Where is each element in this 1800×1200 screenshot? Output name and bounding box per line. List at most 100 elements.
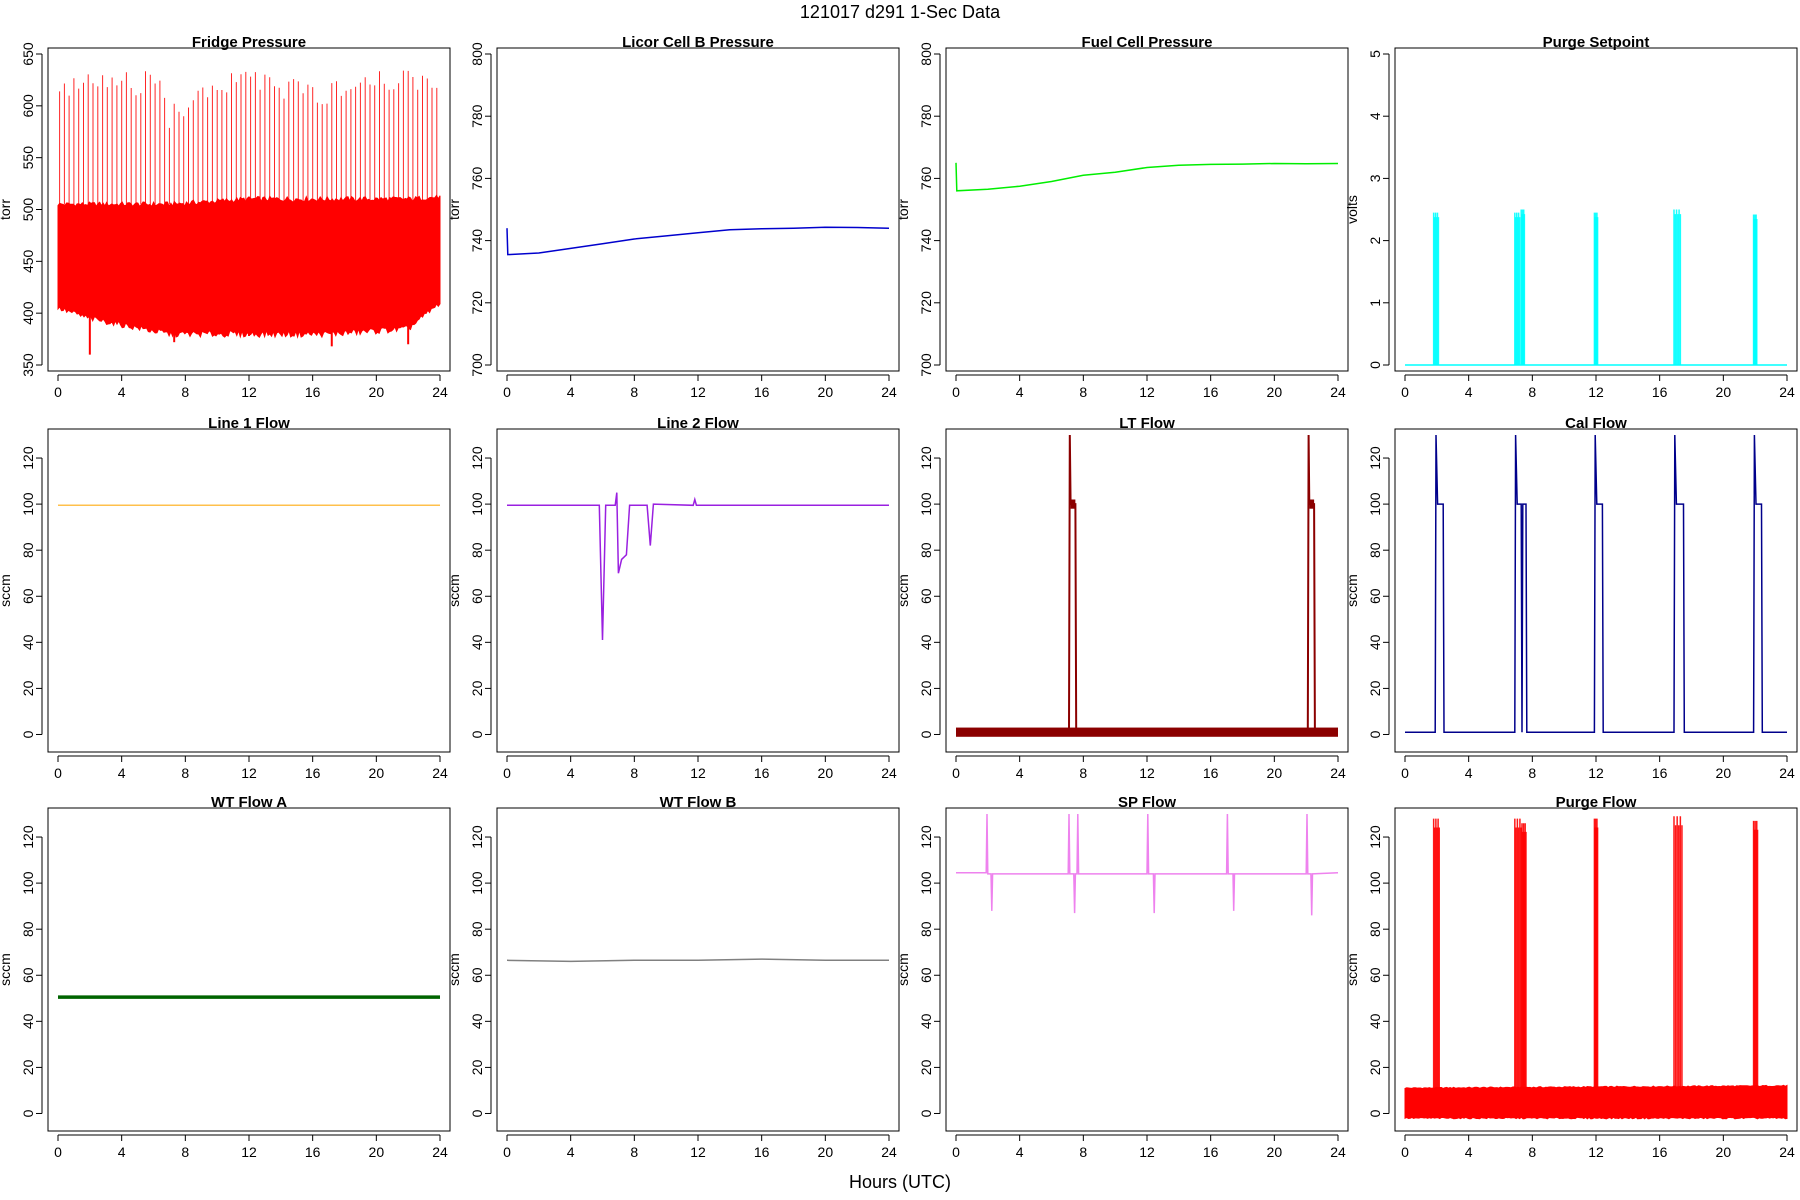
- x-tick-label: 4: [567, 384, 575, 400]
- x-tick-label: 8: [1528, 1144, 1536, 1160]
- panel-purge-flow: 0 4 8 12 16 20 24 0 20 40 60 80 100 120 Purge Flow sccm: [1344, 794, 1798, 1160]
- y-tick-label: 5: [1367, 50, 1383, 58]
- y-axis-label: sccm: [895, 953, 911, 986]
- y-tick-label: 800: [918, 42, 934, 66]
- x-tick-label: 0: [952, 384, 960, 400]
- plot-frame: [945, 47, 1349, 372]
- x-tick-label: 0: [54, 384, 62, 400]
- plot-frame: [496, 47, 900, 372]
- data-band: [57, 194, 441, 339]
- y-tick-label: 120: [469, 446, 485, 470]
- x-tick-label: 4: [118, 765, 126, 781]
- y-tick-label: 40: [918, 634, 934, 650]
- panel-lt-flow: 0 4 8 12 16 20 24 0 20 40 60 80 100 120 LT Flow sccm: [895, 415, 1349, 781]
- x-tick-label: 0: [1401, 1144, 1409, 1160]
- x-tick-label: 8: [1528, 384, 1536, 400]
- x-tick-label: 12: [1139, 1144, 1155, 1160]
- plot-area: [507, 492, 889, 641]
- y-tick-label: 20: [20, 1059, 36, 1075]
- x-tick-label: 0: [54, 1144, 62, 1160]
- x-tick-label: 16: [1203, 1144, 1219, 1160]
- data-spikes: [59, 70, 438, 205]
- panel-line-2-flow: 0 4 8 12 16 20 24 0 20 40 60 80 100 120 Line 2 Flow scc…: [446, 415, 900, 781]
- panel-cal-flow: 0 4 8 12 16 20 24 0 20 40 60 80 100 120 Cal Flow sccm: [1344, 415, 1798, 781]
- y-tick-label: 500: [20, 198, 36, 222]
- panel-title: Line 2 Flow: [657, 415, 739, 432]
- y-tick-label: 40: [20, 634, 36, 650]
- y-tick-label: 100: [469, 871, 485, 895]
- x-tick-label: 24: [432, 765, 448, 781]
- y-tick-label: 100: [1367, 871, 1383, 895]
- y-axis-label: sccm: [446, 953, 462, 986]
- x-tick-label: 12: [1588, 384, 1604, 400]
- x-tick-label: 0: [1401, 765, 1409, 781]
- plot-area: [956, 434, 1338, 737]
- y-tick-label: 450: [20, 249, 36, 273]
- x-tick-label: 20: [818, 765, 834, 781]
- y-tick-label: 700: [918, 353, 934, 377]
- x-tick-label: 16: [754, 765, 770, 781]
- y-tick-label: 60: [20, 967, 36, 983]
- x-tick-label: 8: [630, 1144, 638, 1160]
- y-tick-label: 80: [469, 921, 485, 937]
- y-tick-label: 0: [918, 1109, 934, 1117]
- y-tick-label: 350: [20, 353, 36, 377]
- plot-area: [1405, 434, 1787, 733]
- x-tick-label: 20: [818, 384, 834, 400]
- y-tick-label: 80: [20, 921, 36, 937]
- x-tick-label: 12: [690, 384, 706, 400]
- data-line: [1405, 434, 1787, 733]
- x-tick-label: 20: [369, 384, 385, 400]
- y-tick-label: 740: [469, 229, 485, 253]
- x-tick-label: 4: [1016, 1144, 1024, 1160]
- x-tick-label: 20: [369, 1144, 385, 1160]
- x-tick-label: 4: [1465, 384, 1473, 400]
- y-tick-label: 120: [1367, 825, 1383, 849]
- y-tick-label: 650: [20, 42, 36, 66]
- x-tick-label: 12: [690, 1144, 706, 1160]
- x-tick-label: 8: [630, 765, 638, 781]
- x-tick-label: 4: [567, 765, 575, 781]
- y-tick-label: 600: [20, 94, 36, 118]
- panel-fuel-cell-pressure: 0 4 8 12 16 20 24 700 720 740 760 780 800 Fuel Cell P…: [895, 34, 1349, 400]
- x-tick-label: 0: [1401, 384, 1409, 400]
- x-tick-label: 24: [1330, 384, 1346, 400]
- x-tick-label: 20: [1267, 384, 1283, 400]
- y-tick-label: 80: [469, 542, 485, 558]
- data-segment: [1070, 499, 1076, 509]
- y-tick-label: 4: [1367, 112, 1383, 120]
- plot-frame: [47, 47, 451, 372]
- plot-frame: [1394, 428, 1798, 753]
- x-tick-label: 4: [118, 1144, 126, 1160]
- x-tick-label: 4: [1016, 765, 1024, 781]
- x-tick-label: 16: [754, 384, 770, 400]
- panel-title: LT Flow: [1119, 415, 1175, 432]
- y-tick-label: 100: [918, 871, 934, 895]
- x-tick-label: 20: [1716, 1144, 1732, 1160]
- y-axis-label: sccm: [1344, 574, 1360, 607]
- plot-area: [57, 70, 441, 355]
- x-tick-label: 24: [1779, 1144, 1795, 1160]
- y-axis-label: sccm: [0, 574, 13, 607]
- x-tick-label: 16: [754, 1144, 770, 1160]
- x-tick-label: 12: [241, 1144, 257, 1160]
- data-segment: [1309, 499, 1315, 509]
- y-tick-label: 100: [1367, 492, 1383, 516]
- y-tick-label: 60: [1367, 588, 1383, 604]
- y-tick-label: 760: [469, 167, 485, 191]
- y-tick-label: 120: [918, 825, 934, 849]
- y-tick-label: 550: [20, 146, 36, 170]
- y-tick-label: 40: [469, 1013, 485, 1029]
- y-tick-label: 40: [1367, 1013, 1383, 1029]
- plot-area: [506, 226, 890, 256]
- x-tick-label: 12: [1588, 1144, 1604, 1160]
- panel-title: Fuel Cell Pressure: [1082, 34, 1213, 51]
- y-tick-label: 20: [1367, 1059, 1383, 1075]
- y-tick-label: 20: [469, 1059, 485, 1075]
- y-axis-label: sccm: [1344, 953, 1360, 986]
- y-tick-label: 60: [1367, 967, 1383, 983]
- figure-title: 121017 d291 1-Sec Data: [800, 2, 1001, 22]
- x-tick-label: 20: [1716, 384, 1732, 400]
- y-tick-label: 80: [1367, 921, 1383, 937]
